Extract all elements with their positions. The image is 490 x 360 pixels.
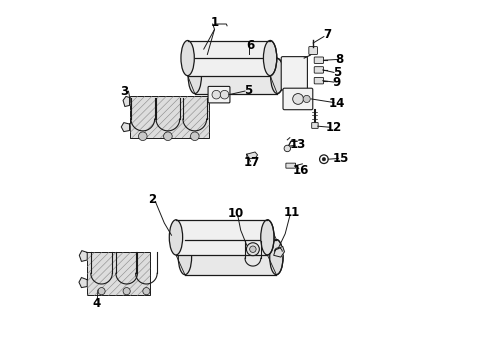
Text: 11: 11 bbox=[284, 207, 300, 220]
Ellipse shape bbox=[181, 41, 195, 76]
Polygon shape bbox=[274, 246, 285, 257]
Circle shape bbox=[123, 288, 130, 295]
Polygon shape bbox=[79, 251, 87, 261]
Circle shape bbox=[246, 243, 259, 256]
Text: 6: 6 bbox=[246, 39, 254, 52]
Ellipse shape bbox=[178, 239, 192, 275]
Polygon shape bbox=[79, 278, 87, 288]
Ellipse shape bbox=[264, 41, 277, 76]
Text: 17: 17 bbox=[244, 156, 260, 169]
Polygon shape bbox=[122, 123, 129, 132]
Text: 3: 3 bbox=[120, 85, 128, 98]
Text: 10: 10 bbox=[227, 207, 244, 220]
Circle shape bbox=[303, 95, 310, 103]
Circle shape bbox=[322, 157, 326, 161]
FancyBboxPatch shape bbox=[314, 67, 323, 73]
Ellipse shape bbox=[169, 220, 183, 255]
FancyBboxPatch shape bbox=[312, 123, 318, 129]
Text: 1: 1 bbox=[211, 16, 219, 29]
FancyBboxPatch shape bbox=[281, 57, 307, 90]
Bar bbox=[176, 220, 268, 255]
Polygon shape bbox=[247, 152, 258, 158]
Text: 13: 13 bbox=[290, 138, 306, 150]
Circle shape bbox=[250, 246, 256, 252]
Polygon shape bbox=[123, 96, 129, 107]
FancyBboxPatch shape bbox=[314, 57, 323, 63]
Text: 9: 9 bbox=[333, 76, 341, 89]
FancyBboxPatch shape bbox=[283, 88, 313, 110]
Circle shape bbox=[212, 90, 220, 99]
Ellipse shape bbox=[261, 220, 274, 255]
Circle shape bbox=[220, 90, 229, 99]
Circle shape bbox=[284, 145, 291, 152]
Circle shape bbox=[293, 94, 303, 104]
Circle shape bbox=[143, 288, 150, 295]
Bar bbox=[130, 96, 209, 138]
Ellipse shape bbox=[270, 58, 284, 94]
Text: 8: 8 bbox=[335, 53, 343, 66]
Ellipse shape bbox=[188, 58, 201, 94]
Bar bbox=[87, 252, 150, 296]
Text: 5: 5 bbox=[333, 66, 341, 79]
Text: 7: 7 bbox=[323, 28, 332, 41]
Text: 4: 4 bbox=[92, 297, 100, 310]
Circle shape bbox=[98, 288, 105, 295]
Circle shape bbox=[164, 132, 172, 140]
FancyBboxPatch shape bbox=[208, 86, 230, 103]
FancyBboxPatch shape bbox=[286, 163, 295, 168]
FancyBboxPatch shape bbox=[309, 46, 318, 54]
Text: 5: 5 bbox=[244, 84, 252, 97]
Text: 15: 15 bbox=[333, 152, 349, 165]
Circle shape bbox=[139, 132, 147, 140]
Ellipse shape bbox=[270, 239, 283, 275]
Circle shape bbox=[191, 132, 199, 140]
FancyBboxPatch shape bbox=[314, 77, 323, 84]
Text: 14: 14 bbox=[329, 97, 345, 110]
Text: 16: 16 bbox=[293, 164, 309, 177]
Bar bbox=[185, 239, 276, 275]
Text: 12: 12 bbox=[326, 121, 342, 134]
Text: 2: 2 bbox=[148, 193, 156, 206]
Bar bbox=[195, 58, 277, 94]
Bar bbox=[188, 41, 270, 76]
